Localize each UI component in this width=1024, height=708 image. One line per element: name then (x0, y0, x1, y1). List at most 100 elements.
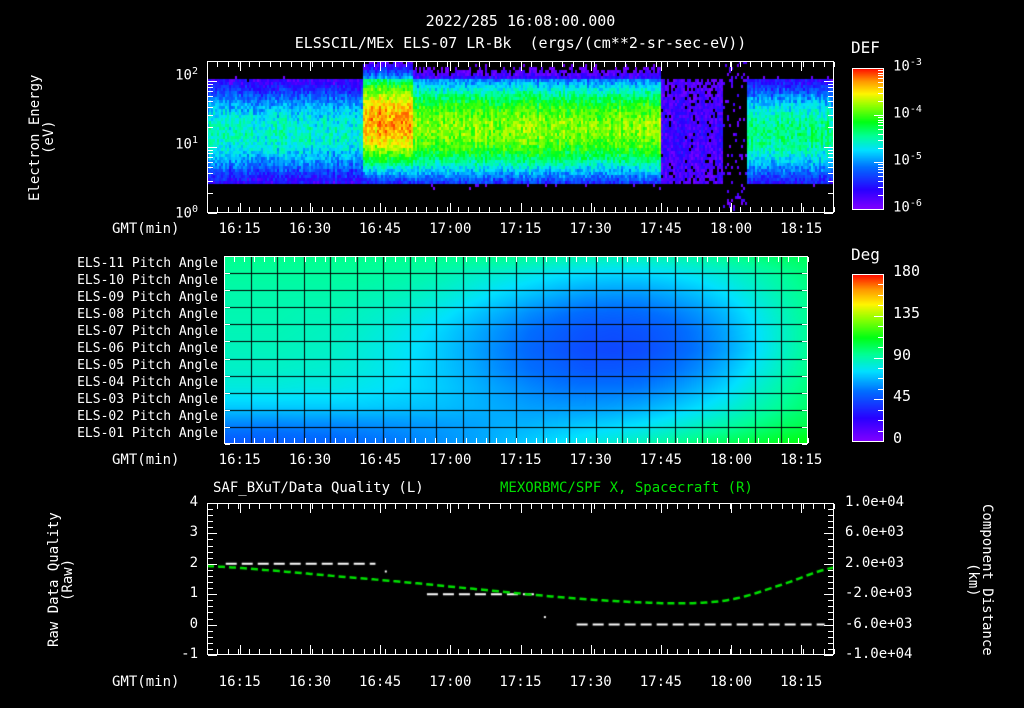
tick-minor (767, 438, 769, 443)
cb-tick-minor (878, 93, 883, 94)
tick-minor (792, 62, 794, 67)
xtick-mid-3: 17:00 (429, 452, 472, 468)
tick-minor (562, 207, 564, 212)
tick-minor (259, 504, 261, 509)
tick-minor (551, 207, 553, 212)
tick-minor (405, 649, 407, 654)
tick-minor (342, 649, 344, 654)
tick-minor (767, 257, 769, 262)
ytick (828, 636, 833, 638)
tick-major (590, 645, 592, 654)
tick-minor (384, 504, 386, 509)
tick-minor (436, 649, 438, 654)
ytick (828, 648, 833, 650)
tick-minor (760, 207, 762, 212)
ytick (208, 545, 213, 547)
ytick-right-1: 6.0e+03 (845, 524, 905, 541)
ytick (208, 624, 217, 626)
tick-minor (505, 257, 507, 262)
tick-minor (227, 62, 229, 67)
tick-major (660, 645, 662, 654)
tick-major (801, 645, 803, 654)
xtick-top-3: 17:00 (429, 221, 472, 237)
ytick (208, 95, 213, 97)
tick-major (731, 203, 733, 212)
pitch-row-label-7: ELS-04 Pitch Angle (77, 375, 218, 391)
def-cb-label-3: 10-6 (893, 198, 922, 216)
tick-minor (750, 207, 752, 212)
cb-tick-minor (878, 167, 883, 168)
tick-minor (646, 438, 648, 443)
xtick-top-8: 18:15 (780, 221, 823, 237)
deg-cb-label-2: 90 (893, 345, 912, 364)
tick-minor (478, 62, 480, 67)
ytick (208, 655, 217, 656)
tick-minor (614, 504, 616, 509)
tick-minor (808, 438, 809, 443)
tick-minor (353, 504, 355, 509)
tick-minor (625, 649, 626, 654)
tick-minor (395, 649, 397, 654)
cb-tick-minor (878, 148, 883, 149)
xtick-mid-5: 17:30 (569, 452, 612, 468)
xtick-mid-0: 16:15 (218, 452, 261, 468)
xtick-bot-8: 18:15 (780, 674, 823, 690)
tick-minor (792, 649, 794, 654)
pitch-angle-panel (224, 256, 809, 445)
tick-minor (687, 207, 689, 212)
tick-minor (750, 504, 752, 509)
pitch-row-label-3: ELS-08 Pitch Angle (77, 306, 218, 322)
tick-minor (562, 649, 564, 654)
tick-minor (792, 504, 794, 509)
tick-minor (374, 649, 376, 654)
ytick (208, 509, 213, 511)
ytick (828, 612, 833, 614)
tick-minor (687, 649, 689, 654)
cb-tick-minor (878, 431, 883, 432)
ytick (828, 515, 833, 517)
ytick (225, 444, 230, 445)
ytick (828, 166, 833, 168)
ytick (225, 307, 230, 309)
tick-minor (698, 504, 700, 509)
timeseries-panel (207, 503, 835, 656)
tick-minor (667, 438, 669, 443)
tick-minor (475, 438, 477, 443)
tick-minor (541, 207, 543, 212)
tick-major (520, 504, 522, 513)
tick-minor (485, 438, 487, 443)
ytick (802, 290, 807, 292)
tick-minor (321, 207, 323, 212)
ytick (208, 563, 217, 565)
cb-tick-minor (878, 305, 883, 306)
tick-minor (395, 207, 397, 212)
tick-minor (353, 62, 355, 67)
top-panel-xlabel: GMT(min) (112, 221, 180, 237)
tick-minor (596, 438, 598, 443)
tick-major (380, 645, 382, 654)
tick-minor (259, 207, 261, 212)
ytick (225, 375, 230, 377)
tick-minor (536, 257, 538, 262)
cb-tick-minor (878, 129, 883, 130)
ytick-left-3: 1 (189, 585, 198, 602)
ytick (828, 509, 833, 511)
tick-major (380, 203, 382, 212)
ytick (208, 107, 213, 109)
tick-minor (666, 649, 668, 654)
ytick (828, 551, 833, 553)
tick-minor (823, 62, 825, 67)
page-title: 2022/285 16:08:00.000 (425, 12, 616, 30)
cb-tick-minor (878, 134, 883, 135)
tick-minor (284, 257, 286, 262)
tick-minor (274, 438, 276, 443)
tick-major (731, 62, 733, 71)
tick-minor (757, 257, 759, 262)
cb-tick-minor (878, 120, 883, 121)
tick-minor (290, 207, 292, 212)
tick-minor (510, 504, 512, 509)
cb-tick-minor (878, 117, 883, 118)
tick-minor (645, 207, 647, 212)
tick-minor (781, 649, 783, 654)
tick-minor (626, 257, 628, 262)
